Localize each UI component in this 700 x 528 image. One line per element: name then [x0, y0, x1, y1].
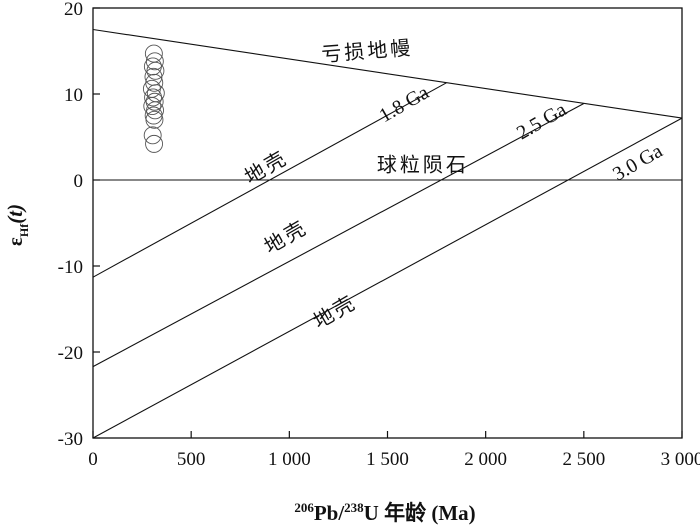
annotation-1: 亏损地幔: [321, 35, 415, 66]
annotation-2: 1.8 Ga: [376, 81, 433, 127]
series-line-4: [92, 102, 585, 368]
x-tick-label-500: 500: [177, 449, 206, 470]
x-tick-label-1500: 1 500: [366, 449, 409, 470]
x-tick-label-2500: 2 500: [562, 449, 605, 470]
axes: 0 500 1 000 1 500 2 000 2 500 3 000 -30 -20 -10 0 1…: [58, 0, 700, 470]
annotation-6: 地壳: [260, 215, 312, 259]
x-axis-title-sup1: 206: [294, 500, 314, 515]
data-point-15: [143, 126, 162, 145]
data-point-13: [144, 106, 163, 125]
y-axis-title-sub: Hf: [17, 223, 31, 237]
series-line-1: [92, 28, 683, 119]
x-tick-label-3000: 3 000: [661, 449, 700, 470]
data-point-10: [145, 92, 164, 111]
x-tick-label-1000: 1 000: [268, 449, 311, 470]
y-tick-label-0: 0: [74, 171, 84, 192]
data-point-3: [143, 57, 162, 76]
y-tick-label-10: 10: [64, 85, 83, 106]
y-tick-label-20: 20: [64, 0, 83, 20]
data-point-2: [145, 52, 164, 71]
annotation-3: 2.5 Ga: [513, 99, 570, 145]
x-axis-title: 206Pb/238U 年龄 (Ma): [294, 500, 475, 525]
x-axis-title-sup2: 238: [344, 500, 364, 515]
x-tick-label-2000: 2 000: [464, 449, 507, 470]
data-point-5: [144, 67, 163, 86]
data-point-11: [143, 97, 162, 115]
y-tick-label--30: -30: [58, 429, 83, 450]
y-tick-label--10: -10: [58, 257, 83, 278]
y-axis-title-epsilon: ε: [3, 237, 27, 246]
plot-frame: [92, 7, 683, 439]
series-line-5: [92, 117, 683, 439]
y-axis-title-t: (t): [3, 204, 27, 224]
annotation-8: 球粒陨石: [377, 152, 469, 176]
annotation-4: 3.0 Ga: [609, 140, 666, 186]
data-point-16: [145, 134, 164, 153]
data-point-4: [146, 61, 165, 80]
x-axis-title-pb: Pb/: [314, 501, 346, 525]
data-point-14: [145, 110, 164, 129]
x-tick-label-0: 0: [88, 449, 98, 470]
series-line-3: [92, 82, 447, 278]
y-axis-title: εHf(t): [3, 204, 31, 246]
y-tick-label--20: -20: [58, 343, 83, 364]
x-axis-title-rest: U 年龄 (Ma): [364, 501, 476, 525]
